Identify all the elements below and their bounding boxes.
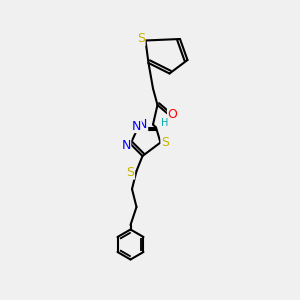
- Text: S: S: [161, 136, 169, 149]
- Text: N: N: [121, 139, 131, 152]
- Text: H: H: [160, 118, 168, 128]
- Text: N: N: [132, 119, 141, 133]
- Text: O: O: [168, 107, 177, 121]
- Text: N: N: [138, 118, 148, 131]
- Text: S: S: [137, 32, 145, 46]
- Text: S: S: [127, 166, 134, 179]
